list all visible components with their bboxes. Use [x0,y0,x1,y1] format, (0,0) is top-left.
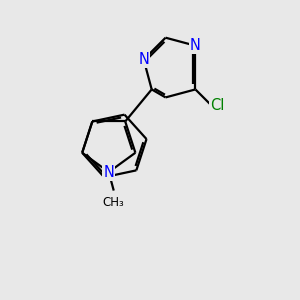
Text: N: N [138,52,149,67]
Text: CH₃: CH₃ [103,196,124,209]
Text: N: N [103,165,114,180]
Text: N: N [190,38,201,53]
Text: Cl: Cl [210,98,225,112]
